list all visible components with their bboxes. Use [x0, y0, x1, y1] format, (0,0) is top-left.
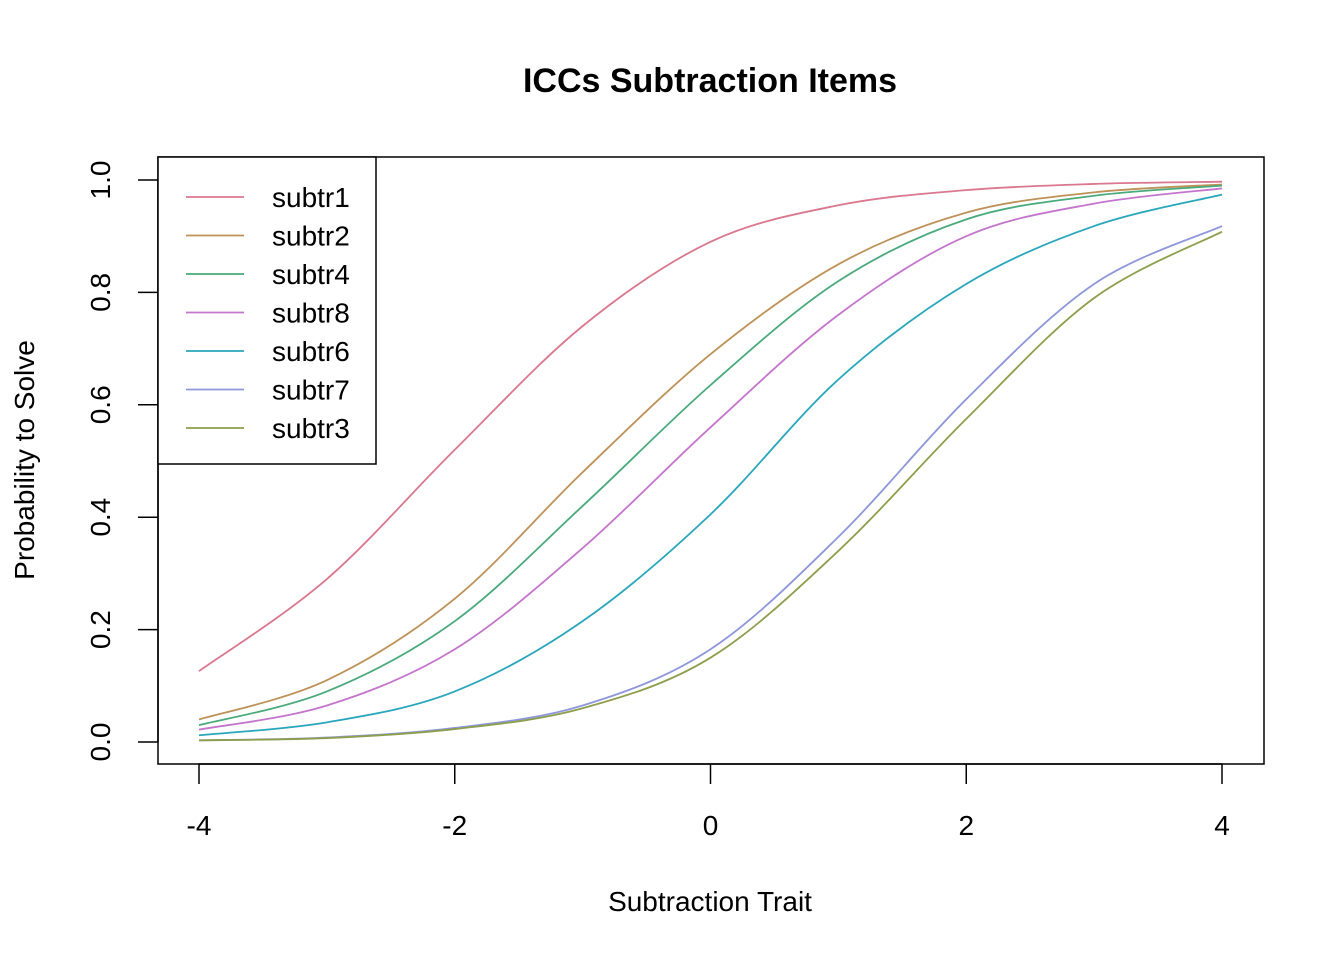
series-line-subtr8: [198, 187, 1223, 731]
legend-box: [157, 156, 377, 465]
x-tick-label: -2: [442, 810, 467, 841]
legend-label: subtr8: [272, 298, 350, 329]
legend-label: subtr2: [272, 221, 350, 252]
y-tick-label: 0.4: [85, 498, 116, 537]
legend-label: subtr6: [272, 336, 350, 367]
series-line-subtr4: [198, 184, 1223, 727]
series-line-subtr6: [198, 193, 1223, 737]
x-axis: -4 -2 0 2 4: [187, 763, 1230, 841]
y-tick-label: 0.8: [85, 273, 116, 312]
x-axis-label: Subtraction Trait: [608, 886, 812, 917]
legend-label: subtr3: [272, 413, 350, 444]
y-axis: 0.0 0.2 0.4 0.6 0.8 1.0: [85, 161, 159, 762]
series-line-subtr2: [198, 183, 1223, 721]
x-tick-label: 2: [958, 810, 974, 841]
legend-label: subtr7: [272, 375, 350, 406]
y-tick-label: 0.2: [85, 610, 116, 649]
series-line-subtr3: [198, 230, 1223, 742]
y-tick-label: 0.6: [85, 385, 116, 424]
y-tick-label: 0.0: [85, 723, 116, 762]
chart-title: ICCs Subtraction Items: [523, 62, 897, 100]
legend-label: subtr4: [272, 259, 350, 290]
legend-label: subtr1: [272, 182, 350, 213]
series-line-subtr1: [198, 180, 1223, 672]
x-tick-label: -4: [187, 810, 212, 841]
legend: subtr1 subtr2 subtr4 subtr8 subtr6 subtr7 subt…: [157, 156, 377, 465]
x-tick-label: 4: [1214, 810, 1230, 841]
y-tick-label: 1.0: [85, 161, 116, 200]
series-lines: [198, 180, 1223, 742]
x-tick-label: 0: [703, 810, 719, 841]
y-axis-label: Probability to Solve: [9, 340, 40, 580]
